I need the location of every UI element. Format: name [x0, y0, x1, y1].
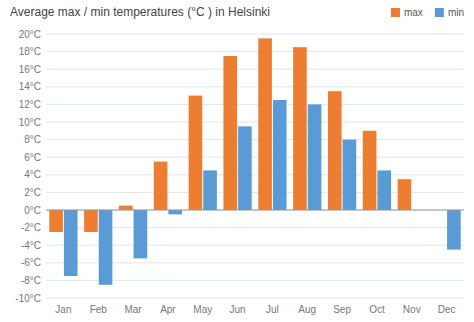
y-tick-label: 2°C	[24, 187, 41, 198]
x-tick-label: Jan	[55, 304, 71, 315]
legend-label: min	[448, 7, 464, 18]
y-tick-label: 12°C	[19, 99, 41, 110]
x-tick-label: Oct	[369, 304, 385, 315]
bar	[203, 170, 217, 210]
grid-line	[46, 86, 464, 87]
bars	[49, 38, 460, 284]
grid-line	[46, 104, 464, 105]
x-tick-label: Sep	[333, 304, 351, 315]
x-tick-label: Jul	[266, 304, 279, 315]
y-tick-label: -4°C	[21, 240, 41, 251]
bar	[238, 126, 252, 210]
bar	[154, 162, 168, 210]
y-tick-label: 20°C	[19, 29, 41, 40]
chart: Average max / min temperatures (°C ) in …	[0, 0, 474, 322]
x-tick-label: May	[193, 304, 212, 315]
y-tick-label: 0°C	[24, 205, 41, 216]
y-tick-label: -10°C	[15, 293, 41, 304]
bar	[84, 210, 98, 232]
grid-line	[46, 298, 464, 299]
x-tick-label: Mar	[124, 304, 142, 315]
bar	[447, 210, 461, 250]
bar	[328, 91, 342, 210]
bar	[99, 210, 113, 285]
y-tick-label: 6°C	[24, 152, 41, 163]
bar	[134, 210, 148, 258]
grid-line	[46, 122, 464, 123]
bar	[363, 131, 377, 210]
bar	[308, 104, 322, 210]
grid-line	[46, 210, 464, 211]
y-tick-label: 18°C	[19, 46, 41, 57]
bar	[119, 206, 133, 210]
bar	[343, 140, 357, 210]
grid	[46, 34, 464, 298]
y-tick-label: 8°C	[24, 134, 41, 145]
x-tick-label: Dec	[438, 304, 456, 315]
bar	[398, 179, 412, 210]
bar	[258, 38, 272, 210]
grid-line	[46, 34, 464, 35]
y-tick-label: -6°C	[21, 257, 41, 268]
y-tick-label: 4°C	[24, 169, 41, 180]
zero-line	[46, 210, 464, 211]
grid-line	[46, 69, 464, 70]
bar	[49, 210, 63, 232]
bar	[377, 170, 391, 210]
legend-item: min	[435, 7, 464, 18]
y-tick-label: -8°C	[21, 275, 41, 286]
bar	[168, 210, 182, 214]
bar	[273, 100, 287, 210]
legend-label: max	[404, 7, 423, 18]
bar	[189, 96, 203, 210]
grid-line	[46, 139, 464, 140]
y-tick-label: 10°C	[19, 117, 41, 128]
bar	[223, 56, 237, 210]
legend-item: max	[391, 7, 423, 18]
grid-line	[46, 174, 464, 175]
y-tick-label: -2°C	[21, 222, 41, 233]
title: Average max / min temperatures (°C ) in …	[10, 5, 270, 19]
x-tick-label: Jun	[230, 304, 246, 315]
y-tick-label: 16°C	[19, 64, 41, 75]
legend: max min	[391, 7, 464, 18]
legend-swatch	[391, 8, 400, 17]
grid-line	[46, 51, 464, 52]
x-tick-label: Nov	[403, 304, 421, 315]
legend-swatch	[435, 8, 444, 17]
bar	[64, 210, 78, 276]
bar	[293, 47, 307, 210]
x-tick-label: Apr	[160, 304, 176, 315]
x-tick-label: Aug	[298, 304, 316, 315]
grid-line	[46, 157, 464, 158]
x-tick-label: Feb	[90, 304, 108, 315]
y-tick-label: 14°C	[19, 81, 41, 92]
